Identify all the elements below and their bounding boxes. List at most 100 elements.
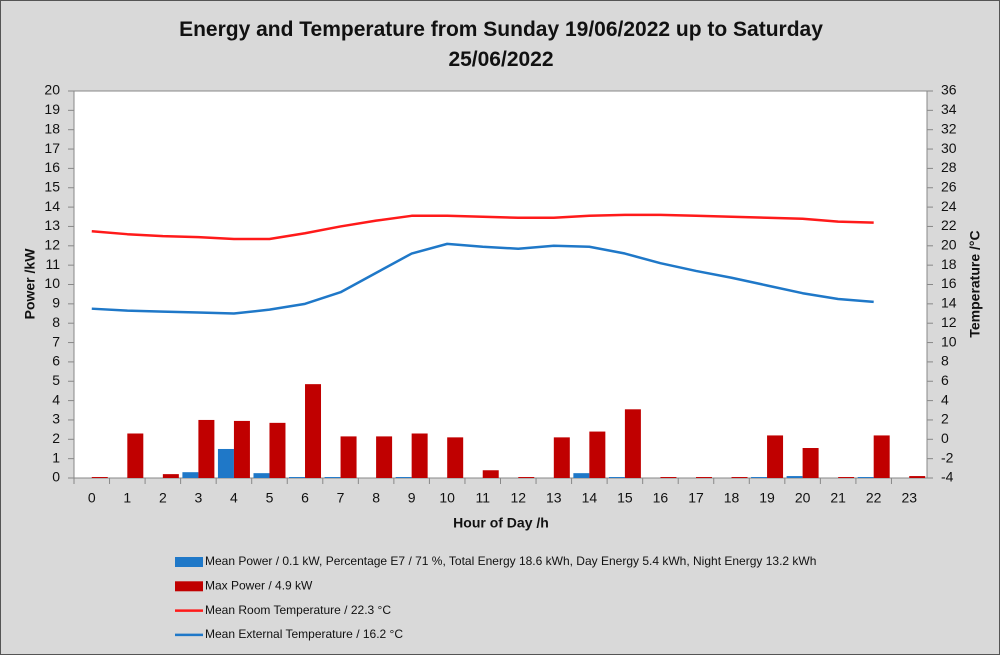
y-tick-label: 0 bbox=[52, 469, 60, 485]
y-tick-label: 17 bbox=[44, 140, 60, 156]
y-tick-label: 10 bbox=[44, 275, 60, 291]
bar bbox=[786, 476, 803, 478]
bar bbox=[802, 448, 819, 478]
bar bbox=[217, 448, 234, 478]
x-tick-label: 2 bbox=[159, 490, 167, 506]
bar bbox=[340, 436, 357, 478]
legend-label: Mean External Temperature / 16.2 °C bbox=[205, 627, 403, 641]
bar bbox=[573, 473, 590, 478]
bar bbox=[608, 477, 625, 478]
x-tick-label: 9 bbox=[408, 490, 416, 506]
y2-tick-label: 18 bbox=[941, 256, 957, 272]
y2-tick-label: 20 bbox=[941, 237, 957, 253]
x-tick-label: 3 bbox=[194, 490, 202, 506]
x-tick-label: 10 bbox=[439, 490, 455, 506]
y2-tick-label: 0 bbox=[941, 430, 949, 446]
plot-area bbox=[73, 90, 928, 479]
y-tick-label: 12 bbox=[44, 237, 60, 253]
bar bbox=[289, 477, 306, 478]
y2-tick-label: 36 bbox=[941, 82, 957, 98]
y-tick-label: 16 bbox=[44, 159, 60, 175]
bar bbox=[518, 477, 535, 478]
bar bbox=[553, 437, 570, 478]
x-tick-label: 11 bbox=[475, 490, 490, 506]
y-tick-label: 9 bbox=[52, 295, 60, 311]
y2-tick-label: 6 bbox=[941, 372, 949, 388]
x-tick-label: 13 bbox=[546, 490, 562, 506]
bar bbox=[253, 473, 270, 478]
x-tick-label: 23 bbox=[901, 490, 917, 506]
bar bbox=[395, 477, 412, 478]
y-tick-label: 11 bbox=[45, 256, 60, 272]
y-tick-label: 14 bbox=[44, 198, 60, 214]
bar bbox=[767, 435, 784, 478]
bar bbox=[838, 477, 855, 478]
bar bbox=[91, 477, 108, 478]
y-tick-label: 18 bbox=[44, 120, 60, 136]
y2-tick-label: 16 bbox=[941, 275, 957, 291]
legend-swatch bbox=[175, 557, 203, 567]
y-tick-label: 7 bbox=[52, 333, 60, 349]
y-axis-label: Power /kW bbox=[22, 248, 38, 320]
y2-tick-label: 22 bbox=[941, 217, 957, 233]
bar bbox=[589, 431, 606, 478]
y2-axis-label: Temperature /°C bbox=[967, 230, 983, 337]
y-tick-label: 5 bbox=[52, 372, 60, 388]
x-tick-label: 5 bbox=[266, 490, 274, 506]
y-tick-label: 1 bbox=[52, 449, 60, 465]
legend-label: Max Power / 4.9 kW bbox=[205, 578, 313, 592]
y2-tick-label: 34 bbox=[941, 101, 957, 117]
bar bbox=[857, 477, 874, 478]
bar bbox=[873, 435, 890, 478]
bar bbox=[182, 472, 199, 478]
legend-swatch bbox=[175, 581, 203, 592]
x-tick-label: 0 bbox=[88, 490, 96, 506]
bar bbox=[411, 433, 428, 478]
bar bbox=[695, 477, 712, 478]
legend-label: Mean Power / 0.1 kW, Percentage E7 / 71 … bbox=[205, 554, 816, 568]
y-tick-label: 20 bbox=[44, 82, 60, 98]
legend-label: Mean Room Temperature / 22.3 °C bbox=[205, 603, 391, 617]
bar bbox=[305, 384, 322, 478]
x-tick-label: 14 bbox=[582, 490, 598, 506]
y-tick-label: 6 bbox=[52, 353, 60, 369]
x-tick-label: 16 bbox=[653, 490, 669, 506]
y2-tick-label: 32 bbox=[941, 120, 957, 136]
bar bbox=[751, 477, 768, 478]
bar bbox=[624, 409, 641, 478]
x-tick-label: 17 bbox=[688, 490, 704, 506]
x-tick-label: 4 bbox=[230, 490, 238, 506]
bar bbox=[162, 474, 179, 478]
y-tick-label: 3 bbox=[52, 411, 60, 427]
y2-tick-label: 4 bbox=[941, 391, 949, 407]
y2-tick-label: 10 bbox=[941, 333, 957, 349]
y2-tick-label: 26 bbox=[941, 178, 957, 194]
bar bbox=[909, 476, 926, 478]
y2-tick-label: -4 bbox=[941, 469, 954, 485]
bar bbox=[376, 436, 393, 478]
x-tick-label: 8 bbox=[372, 490, 380, 506]
x-tick-label: 19 bbox=[759, 490, 775, 506]
bar bbox=[127, 433, 144, 478]
line-series bbox=[91, 213, 874, 241]
bar bbox=[482, 470, 499, 478]
x-tick-label: 6 bbox=[301, 490, 309, 506]
y2-tick-label: 2 bbox=[941, 411, 949, 427]
y-tick-label: 15 bbox=[44, 178, 60, 194]
x-tick-label: 7 bbox=[337, 490, 345, 506]
bar bbox=[233, 420, 250, 478]
bar bbox=[731, 477, 748, 478]
y2-tick-label: 30 bbox=[941, 140, 957, 156]
bar bbox=[269, 422, 286, 478]
x-tick-label: 12 bbox=[510, 490, 526, 506]
bar bbox=[447, 437, 464, 478]
y-tick-label: 13 bbox=[44, 217, 60, 233]
bar bbox=[324, 477, 341, 478]
y2-tick-label: 24 bbox=[941, 198, 957, 214]
y-tick-label: 8 bbox=[52, 314, 60, 330]
x-axis-label: Hour of Day /h bbox=[453, 515, 549, 531]
x-tick-label: 15 bbox=[617, 490, 633, 506]
y-tick-label: 2 bbox=[52, 430, 60, 446]
